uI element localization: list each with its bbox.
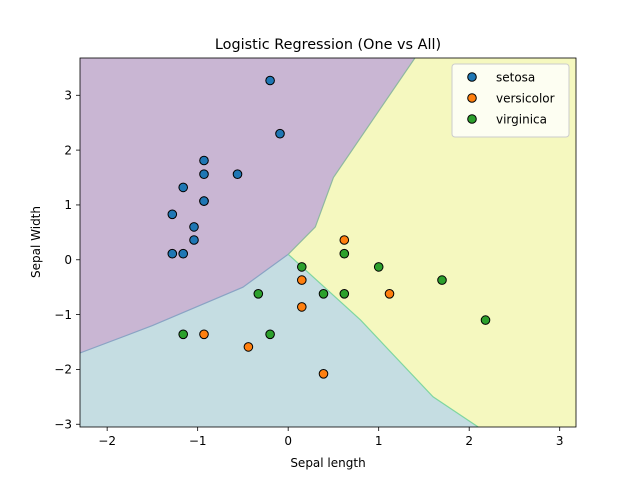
point-setosa xyxy=(199,155,209,166)
x-tick-label: −2 xyxy=(98,434,116,448)
point-versicolor xyxy=(297,275,307,285)
y-tick-label: −3 xyxy=(54,418,72,432)
point-virginica xyxy=(437,275,447,285)
x-tick-label: 0 xyxy=(284,434,292,448)
legend-label-setosa: setosa xyxy=(496,70,535,84)
data-points xyxy=(167,75,491,379)
point-setosa xyxy=(232,169,243,179)
chart-title: Logistic Regression (One vs All) xyxy=(215,37,441,53)
point-virginica xyxy=(339,289,350,299)
point-setosa xyxy=(167,248,178,259)
point-setosa xyxy=(275,128,285,139)
y-axis-label: Sepal Width xyxy=(29,206,43,278)
point-setosa xyxy=(178,182,188,193)
point-virginica xyxy=(480,315,491,325)
x-tick-label: 2 xyxy=(465,434,473,448)
point-setosa xyxy=(199,169,209,179)
point-virginica xyxy=(265,329,275,340)
region-virginica xyxy=(80,254,479,427)
y-tick-label: 0 xyxy=(64,253,72,267)
boundary-setosa-virginica xyxy=(80,253,289,354)
point-versicolor xyxy=(384,289,395,299)
point-virginica xyxy=(178,329,188,340)
legend: setosa versicolor virginica xyxy=(451,63,570,138)
legend-label-virginica: virginica xyxy=(496,112,547,126)
point-setosa xyxy=(199,196,209,206)
point-versicolor xyxy=(243,342,254,352)
plot-frame xyxy=(79,57,577,428)
point-virginica xyxy=(318,289,329,299)
region-setosa xyxy=(80,58,415,353)
x-axis-ticks: −2 −1 0 1 2 3 xyxy=(98,427,564,448)
x-tick-label: 1 xyxy=(375,434,383,448)
x-tick-label: −1 xyxy=(189,434,207,448)
y-tick-label: −2 xyxy=(54,363,72,377)
y-tick-label: −1 xyxy=(54,308,72,322)
x-tick-label: 3 xyxy=(556,434,564,448)
point-versicolor xyxy=(339,235,350,245)
y-tick-label: 3 xyxy=(64,89,72,103)
point-versicolor xyxy=(318,369,329,379)
y-tick-label: 2 xyxy=(64,143,72,157)
point-virginica xyxy=(373,262,384,272)
legend-label-versicolor: versicolor xyxy=(496,91,555,105)
region-versicolor xyxy=(288,58,576,427)
point-setosa xyxy=(189,222,199,232)
point-setosa xyxy=(189,235,199,245)
decision-boundaries xyxy=(80,58,479,427)
point-setosa xyxy=(167,209,178,220)
legend-marker-setosa xyxy=(467,72,477,82)
point-setosa xyxy=(265,75,275,86)
point-virginica xyxy=(339,248,350,259)
point-versicolor xyxy=(297,302,307,312)
x-axis-label: Sepal length xyxy=(290,456,365,470)
point-versicolor xyxy=(199,329,209,340)
legend-box xyxy=(451,63,570,138)
point-setosa xyxy=(178,248,188,259)
y-axis-ticks: −3 −2 −1 0 1 2 3 xyxy=(54,89,80,432)
boundary-setosa-versicolor xyxy=(287,58,416,255)
boundary-virginica-versicolor xyxy=(287,253,479,427)
legend-marker-virginica xyxy=(467,114,477,124)
y-tick-label: 1 xyxy=(64,198,72,212)
point-virginica xyxy=(297,262,307,272)
point-virginica xyxy=(253,289,264,299)
legend-marker-versicolor xyxy=(467,93,477,103)
